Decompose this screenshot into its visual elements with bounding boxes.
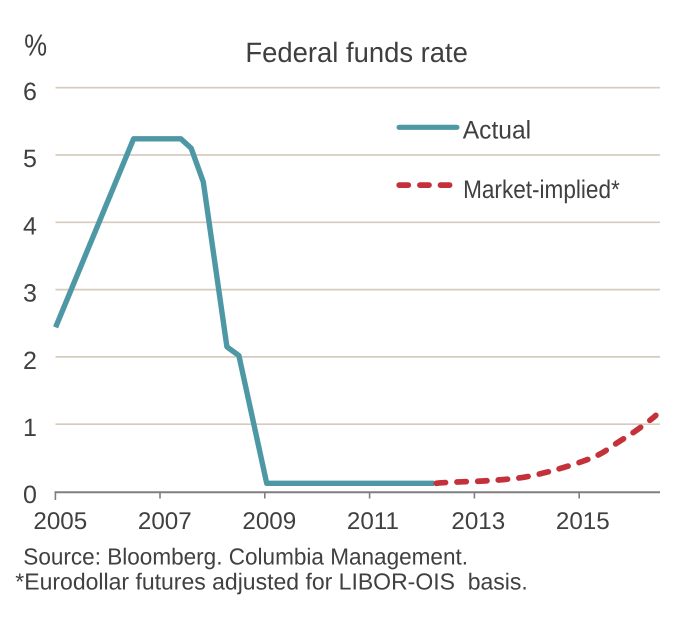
svg-text:0: 0 (23, 481, 37, 509)
svg-text:2009: 2009 (242, 508, 296, 535)
svg-text:2: 2 (23, 347, 37, 375)
svg-text:%: % (24, 28, 47, 62)
svg-text:5: 5 (23, 145, 37, 173)
svg-text:Federal funds rate: Federal funds rate (245, 37, 468, 68)
svg-text:Market-implied*: Market-implied* (463, 176, 620, 204)
svg-text:Source: Bloomberg. Columbia Ma: Source: Bloomberg. Columbia Management. (23, 544, 468, 570)
svg-text:2007: 2007 (138, 508, 192, 535)
svg-text:4: 4 (23, 212, 37, 240)
svg-text:2015: 2015 (556, 508, 610, 535)
svg-text:2013: 2013 (451, 508, 505, 535)
svg-text:2005: 2005 (33, 508, 87, 535)
svg-text:Actual: Actual (463, 117, 531, 145)
svg-text:1: 1 (23, 414, 37, 442)
svg-text:6: 6 (23, 78, 37, 106)
svg-text:2011: 2011 (347, 508, 399, 535)
svg-text:3: 3 (23, 280, 37, 308)
svg-text:*Eurodollar futures adjusted f: *Eurodollar futures adjusted for LIBOR-O… (15, 568, 528, 594)
